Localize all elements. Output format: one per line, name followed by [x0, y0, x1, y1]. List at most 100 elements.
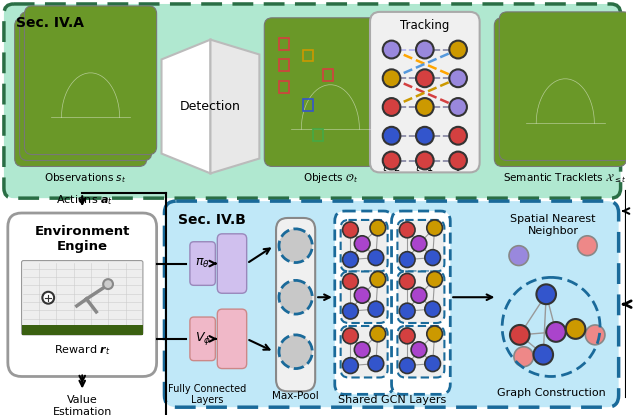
Polygon shape	[211, 40, 259, 173]
Circle shape	[449, 70, 467, 87]
Circle shape	[416, 127, 434, 145]
Text: Observations $s_t$: Observations $s_t$	[44, 171, 127, 185]
FancyBboxPatch shape	[397, 220, 444, 272]
FancyBboxPatch shape	[494, 18, 627, 166]
Circle shape	[449, 152, 467, 169]
Circle shape	[509, 246, 529, 266]
Circle shape	[383, 98, 401, 116]
Text: $t$$-$$1$: $t$$-$$1$	[415, 161, 435, 173]
Circle shape	[427, 326, 442, 342]
Circle shape	[510, 325, 529, 345]
FancyBboxPatch shape	[397, 272, 444, 323]
Circle shape	[368, 301, 384, 317]
FancyBboxPatch shape	[8, 213, 157, 377]
Circle shape	[399, 222, 415, 238]
Circle shape	[425, 301, 440, 317]
Circle shape	[586, 325, 605, 345]
Text: Tracking: Tracking	[400, 19, 449, 32]
Bar	[279, 81, 289, 93]
Circle shape	[449, 98, 467, 116]
Circle shape	[103, 279, 113, 289]
Circle shape	[383, 70, 401, 87]
Circle shape	[355, 287, 370, 303]
Circle shape	[342, 328, 358, 344]
Circle shape	[383, 152, 401, 169]
FancyBboxPatch shape	[164, 201, 619, 407]
FancyBboxPatch shape	[370, 12, 479, 172]
Circle shape	[514, 347, 534, 367]
Circle shape	[399, 328, 415, 344]
Bar	[313, 129, 323, 141]
Circle shape	[399, 274, 415, 289]
Polygon shape	[161, 40, 211, 173]
Circle shape	[416, 152, 434, 169]
Circle shape	[546, 322, 566, 342]
Text: Semantic Tracklets $\mathcal{X}_{\leq t}$: Semantic Tracklets $\mathcal{X}_{\leq t}…	[503, 171, 627, 185]
Bar	[323, 70, 333, 81]
Text: Detection: Detection	[180, 99, 241, 113]
Text: $t$$-$$2$: $t$$-$$2$	[382, 161, 401, 173]
FancyBboxPatch shape	[15, 18, 147, 166]
FancyBboxPatch shape	[264, 18, 396, 166]
Text: Sec. IV.A: Sec. IV.A	[15, 16, 84, 30]
Circle shape	[342, 303, 358, 319]
Circle shape	[536, 285, 556, 304]
FancyBboxPatch shape	[4, 4, 621, 198]
Circle shape	[399, 358, 415, 373]
Circle shape	[342, 222, 358, 238]
Circle shape	[399, 252, 415, 267]
Bar	[303, 99, 313, 111]
Text: Fully Connected
Layers: Fully Connected Layers	[168, 383, 246, 405]
Circle shape	[342, 252, 358, 267]
Text: $t$: $t$	[455, 161, 461, 173]
FancyBboxPatch shape	[276, 218, 315, 391]
Circle shape	[370, 220, 386, 236]
Circle shape	[416, 70, 434, 87]
FancyBboxPatch shape	[218, 234, 246, 293]
Circle shape	[368, 356, 384, 372]
Circle shape	[368, 250, 384, 266]
Circle shape	[425, 250, 440, 266]
Text: Reward $\boldsymbol{r}_t$: Reward $\boldsymbol{r}_t$	[54, 343, 111, 357]
Circle shape	[42, 292, 54, 304]
Circle shape	[279, 229, 312, 263]
Text: Objects $\mathcal{O}_t$: Objects $\mathcal{O}_t$	[303, 171, 358, 185]
FancyBboxPatch shape	[20, 12, 152, 160]
FancyBboxPatch shape	[397, 326, 444, 378]
Text: Environment
Engine: Environment Engine	[35, 225, 130, 253]
Circle shape	[370, 326, 386, 342]
Text: Value
Estimation: Value Estimation	[52, 396, 112, 417]
Circle shape	[279, 335, 312, 369]
FancyBboxPatch shape	[190, 317, 215, 361]
Circle shape	[279, 280, 312, 314]
Circle shape	[425, 356, 440, 372]
Bar	[303, 49, 313, 62]
Circle shape	[566, 319, 586, 339]
Circle shape	[449, 127, 467, 145]
Circle shape	[355, 342, 370, 358]
FancyBboxPatch shape	[340, 220, 388, 272]
Circle shape	[427, 220, 442, 236]
Text: Graph Construction: Graph Construction	[497, 388, 605, 398]
Text: Actions $\boldsymbol{a}_t$: Actions $\boldsymbol{a}_t$	[56, 193, 113, 207]
FancyBboxPatch shape	[218, 309, 246, 369]
Circle shape	[383, 127, 401, 145]
FancyBboxPatch shape	[340, 326, 388, 378]
Circle shape	[342, 358, 358, 373]
FancyBboxPatch shape	[22, 261, 143, 335]
FancyBboxPatch shape	[190, 242, 215, 285]
Text: $V_\phi$: $V_\phi$	[195, 330, 211, 347]
FancyBboxPatch shape	[499, 12, 632, 160]
Text: Max-Pool: Max-Pool	[272, 391, 319, 401]
Text: Spatial Nearest
Neighbor: Spatial Nearest Neighbor	[510, 214, 596, 235]
Text: Sec. IV.B: Sec. IV.B	[178, 213, 246, 227]
Text: $\pi_\theta$: $\pi_\theta$	[195, 257, 210, 270]
Circle shape	[411, 342, 427, 358]
Bar	[279, 59, 289, 71]
Circle shape	[427, 272, 442, 287]
Bar	[279, 38, 289, 49]
FancyBboxPatch shape	[24, 6, 157, 155]
FancyBboxPatch shape	[340, 272, 388, 323]
Bar	[22, 325, 143, 335]
Text: Shared GCN Layers: Shared GCN Layers	[339, 395, 447, 405]
